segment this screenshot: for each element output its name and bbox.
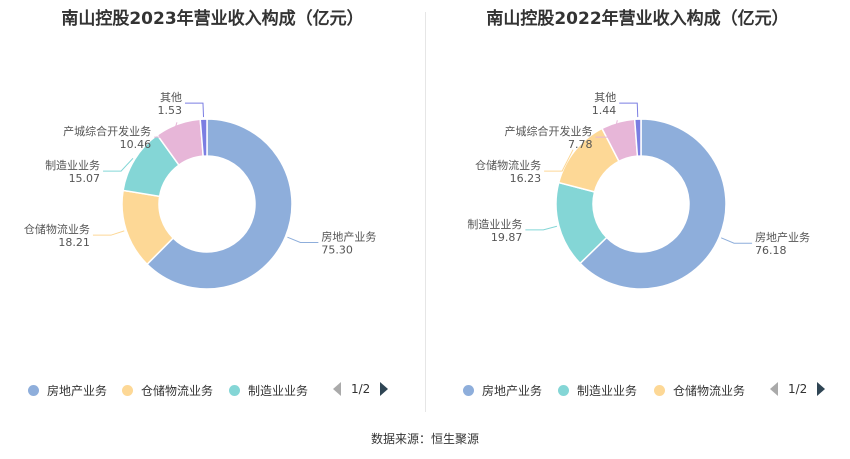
previous-page-icon[interactable] bbox=[333, 382, 341, 396]
slice-name-label: 产城综合开发业务 bbox=[505, 124, 593, 138]
panel-divider bbox=[425, 12, 426, 412]
label-leader-line bbox=[184, 102, 205, 118]
legend-dot bbox=[463, 385, 474, 396]
pie-slice[interactable] bbox=[579, 118, 727, 290]
slice-value-label: 76.18 bbox=[755, 244, 787, 257]
pie-slice[interactable] bbox=[633, 118, 642, 157]
legend-label: 仓储物流业务 bbox=[141, 384, 214, 398]
slice-name-label: 其他 bbox=[594, 91, 616, 104]
legend-label: 制造业业务 bbox=[248, 384, 309, 398]
slice-value-label: 10.46 bbox=[120, 138, 152, 151]
legend-item[interactable]: 房地产业务 bbox=[28, 382, 107, 399]
slice-value-label: 1.53 bbox=[157, 104, 182, 117]
legend-dot bbox=[654, 385, 665, 396]
slice-name-label: 产城综合开发业务 bbox=[63, 124, 151, 138]
next-page-icon[interactable] bbox=[380, 382, 389, 396]
legend-dot bbox=[558, 385, 569, 396]
pie-slice[interactable] bbox=[146, 118, 293, 290]
legend-dot bbox=[122, 385, 133, 396]
pie-slice[interactable] bbox=[199, 118, 208, 157]
slice-name-label: 仓储物流业务 bbox=[24, 222, 90, 236]
legend-pager: 1/2 bbox=[333, 382, 389, 396]
slice-value-label: 7.78 bbox=[568, 138, 593, 151]
slice-name-label: 制造业业务 bbox=[467, 217, 522, 231]
slice-name-label: 制造业业务 bbox=[45, 158, 100, 172]
slice-value-label: 1.44 bbox=[592, 104, 617, 117]
next-page-icon[interactable] bbox=[817, 382, 826, 396]
chart-panel-2023: 南山控股2023年营业收入构成（亿元） 房地产业务 75.30 其他 1.53 产城综合… bbox=[0, 0, 425, 415]
slice-value-label: 19.87 bbox=[491, 231, 522, 244]
pager-text: 1/2 bbox=[351, 382, 371, 396]
slice-value-label: 16.23 bbox=[510, 172, 542, 185]
legend-item[interactable]: 房地产业务 bbox=[463, 382, 542, 399]
label-leader-line bbox=[544, 149, 574, 172]
chart-panel-2022: 南山控股2022年营业收入构成（亿元） 房地产业务 76.18 其他 1.44 产城综合… bbox=[425, 0, 850, 415]
legend-item[interactable]: 制造业业务 bbox=[229, 382, 308, 399]
chart-title: 南山控股2023年营业收入构成（亿元） bbox=[61, 9, 364, 29]
slice-name-label: 房地产业务 bbox=[321, 230, 376, 244]
label-leader-line bbox=[595, 120, 618, 138]
legend-item[interactable]: 制造业业务 bbox=[558, 382, 637, 399]
label-leader-line bbox=[154, 122, 178, 138]
label-leader-line bbox=[92, 230, 125, 236]
pager-text: 1/2 bbox=[788, 382, 808, 396]
label-leader-line bbox=[287, 236, 319, 244]
legend-label: 仓储物流业务 bbox=[673, 384, 746, 398]
legend-item[interactable]: 仓储物流业务 bbox=[654, 382, 745, 399]
slice-name-label: 仓储物流业务 bbox=[475, 158, 541, 172]
legend-label: 房地产业务 bbox=[47, 384, 108, 398]
label-leader-line bbox=[103, 157, 134, 172]
slice-value-label: 75.30 bbox=[321, 244, 353, 257]
legend-label: 房地产业务 bbox=[482, 384, 543, 398]
previous-page-icon[interactable] bbox=[770, 382, 778, 396]
slice-name-label: 房地产业务 bbox=[755, 230, 810, 244]
label-leader-line bbox=[525, 225, 558, 231]
slice-value-label: 18.21 bbox=[58, 236, 90, 249]
slice-name-label: 其他 bbox=[160, 91, 182, 104]
legend-label: 制造业业务 bbox=[577, 384, 638, 398]
label-leader-line bbox=[619, 102, 639, 118]
legend-item[interactable]: 仓储物流业务 bbox=[122, 382, 213, 399]
slice-value-label: 15.07 bbox=[69, 172, 101, 185]
legend-pager: 1/2 bbox=[770, 382, 826, 396]
label-leader-line bbox=[720, 237, 753, 244]
data-source-note: 数据来源：恒生聚源 bbox=[370, 432, 479, 446]
chart-title: 南山控股2022年营业收入构成（亿元） bbox=[486, 9, 789, 29]
legend-dot bbox=[28, 385, 39, 396]
legend-dot bbox=[229, 385, 240, 396]
